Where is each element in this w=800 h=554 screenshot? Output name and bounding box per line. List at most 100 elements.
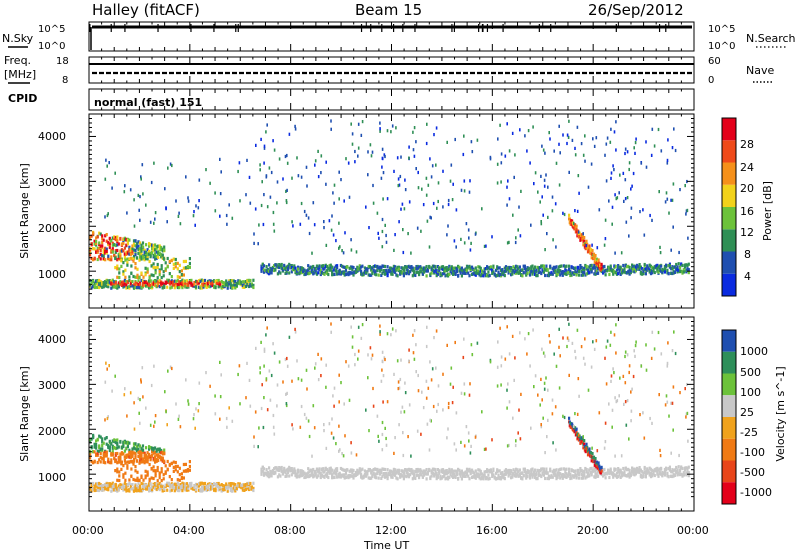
power-cell xyxy=(452,272,455,276)
velocity-cell xyxy=(93,486,96,491)
velocity-cell xyxy=(496,365,499,369)
power-cell xyxy=(168,259,171,264)
velocity-cell xyxy=(108,461,111,465)
velocity-cell xyxy=(639,473,642,477)
power-cell xyxy=(152,282,155,286)
power-cell xyxy=(129,256,132,260)
power-cell xyxy=(96,280,99,284)
velocity-cell xyxy=(633,467,636,471)
velocity-cell xyxy=(488,476,491,481)
power-cell xyxy=(441,272,445,276)
velocity-cell xyxy=(98,488,101,493)
velocity-cell xyxy=(288,474,291,478)
power-cell xyxy=(343,265,346,269)
power-cell xyxy=(313,267,316,271)
velocity-cell xyxy=(290,469,293,473)
power-cell xyxy=(519,128,521,132)
velocity-cell xyxy=(516,473,519,477)
velocity-cell xyxy=(140,488,143,492)
velocity-cell xyxy=(533,468,537,472)
power-cell xyxy=(234,283,237,288)
velocity-cell xyxy=(642,472,645,476)
power-cell xyxy=(402,228,404,232)
power-cell xyxy=(144,273,147,277)
power-cell xyxy=(595,271,598,275)
power-cell xyxy=(99,248,102,252)
power-cell xyxy=(246,279,249,283)
velocity-cell xyxy=(670,401,672,405)
power-cell xyxy=(180,273,183,277)
power-cell xyxy=(588,244,591,248)
power-cell xyxy=(593,272,596,276)
power-cell xyxy=(447,224,449,228)
power-cell xyxy=(188,281,191,285)
power-cell xyxy=(656,263,659,267)
velocity-cell xyxy=(440,476,443,480)
power-cell xyxy=(682,270,685,274)
power-cell xyxy=(357,146,360,150)
velocity-cell xyxy=(639,468,642,472)
power-cell xyxy=(628,272,631,276)
power-cell xyxy=(193,281,196,285)
velocity-cell xyxy=(305,474,308,478)
velocity-cell xyxy=(270,474,273,478)
velocity-cell xyxy=(226,489,229,493)
velocity-cell xyxy=(555,468,558,472)
velocity-cell xyxy=(414,470,417,474)
velocity-cell xyxy=(92,482,95,487)
power-cell xyxy=(593,260,596,264)
velocity-cell xyxy=(96,460,99,465)
velocity-cell xyxy=(107,457,110,461)
velocity-cell xyxy=(92,450,95,454)
power-cell xyxy=(568,264,571,268)
velocity-cell xyxy=(560,473,563,477)
power-cell xyxy=(241,283,244,287)
velocity-cell xyxy=(515,467,518,471)
velocity-cell xyxy=(619,475,622,479)
power-cell xyxy=(633,264,636,268)
power-cell xyxy=(667,271,670,276)
power-cell xyxy=(561,270,564,274)
power-cell xyxy=(555,271,558,275)
power-cell xyxy=(114,238,117,242)
power-cell xyxy=(160,264,163,268)
velocity-cell xyxy=(269,469,272,473)
velocity-cell xyxy=(517,431,519,435)
velocity-cell xyxy=(442,408,444,412)
power-cell xyxy=(513,175,515,179)
velocity-cell xyxy=(276,383,279,387)
velocity-cell xyxy=(252,481,255,485)
velocity-cell xyxy=(116,478,119,482)
velocity-cell xyxy=(612,367,614,371)
power-cell xyxy=(628,167,630,172)
velocity-cell xyxy=(400,410,402,414)
velocity-cell xyxy=(141,482,145,486)
velocity-cell xyxy=(589,451,593,455)
colorbar-segment xyxy=(722,184,736,207)
velocity-cell xyxy=(113,483,116,487)
power-cell xyxy=(194,223,196,227)
velocity-cell xyxy=(537,471,540,475)
velocity-cell xyxy=(492,473,495,477)
velocity-cell xyxy=(395,471,398,475)
velocity-cell xyxy=(687,471,690,475)
velocity-cell xyxy=(343,402,345,406)
velocity-cell xyxy=(637,469,640,473)
power-cell xyxy=(416,264,419,269)
power-cell xyxy=(101,237,104,241)
power-cell xyxy=(515,269,518,273)
velocity-cell xyxy=(323,423,325,427)
power-cell xyxy=(460,274,463,278)
power-cell xyxy=(506,185,508,189)
velocity-cell xyxy=(225,482,228,486)
power-cell xyxy=(207,281,210,285)
velocity-cell xyxy=(168,462,171,467)
station-title: Halley (fitACF) xyxy=(92,1,200,19)
power-cell xyxy=(138,249,142,254)
velocity-cell xyxy=(161,452,164,456)
velocity-cell xyxy=(361,467,364,471)
velocity-cell xyxy=(326,474,329,478)
power-cell xyxy=(413,154,416,158)
velocity-cell xyxy=(400,474,403,478)
velocity-cell xyxy=(273,351,276,355)
